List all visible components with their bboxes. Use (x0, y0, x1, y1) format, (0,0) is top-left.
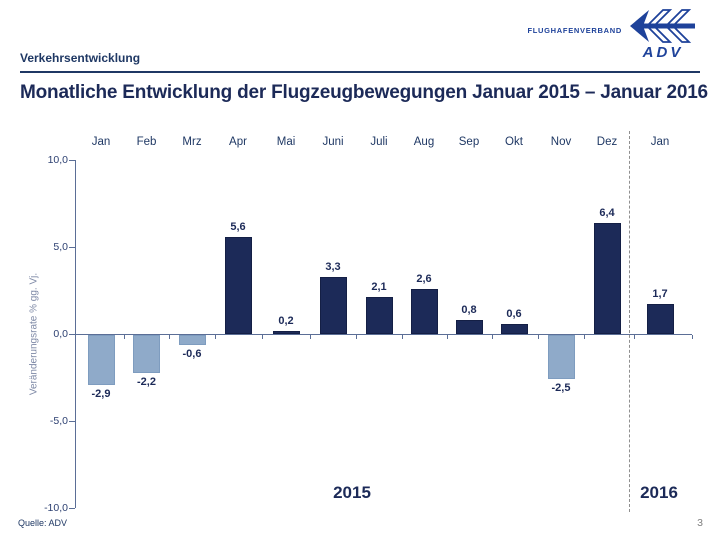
month-label: Mrz (182, 136, 202, 148)
x-tick-mark (537, 335, 539, 339)
bar-mai (272, 330, 300, 334)
value-label: -2,9 (91, 388, 111, 401)
bar-apr (224, 236, 252, 334)
y-tick-mark (69, 247, 75, 248)
y-tick-label: -5,0 (49, 415, 68, 427)
logo-org-label: FLUGHAFENVERBAND (527, 26, 622, 35)
month-label: Apr (229, 136, 247, 148)
value-label: 5,6 (230, 220, 246, 233)
month-label: Dez (596, 136, 618, 148)
value-label: 3,3 (325, 260, 341, 273)
year-label-2015: 2015 (333, 483, 371, 502)
x-tick-mark (356, 335, 357, 339)
y-tick-label: -10,0 (44, 502, 68, 514)
header-divider (20, 71, 700, 73)
month-label: Jan (650, 136, 670, 148)
month-label: Aug (413, 136, 435, 148)
y-tick-mark (69, 334, 75, 335)
month-label: Mai (276, 136, 296, 148)
x-tick-mark (584, 335, 585, 339)
page-number: 3 (697, 517, 703, 529)
value-label: 2,1 (371, 281, 387, 294)
value-label: -0,6 (182, 348, 202, 361)
section-label: Verkehrsentwicklung (20, 51, 141, 65)
month-label: Juli (370, 136, 388, 148)
zero-baseline (75, 334, 692, 335)
bar-nov (547, 335, 575, 379)
month-label: Jan (91, 136, 111, 148)
x-tick-mark (401, 335, 403, 339)
value-label: 0,6 (506, 307, 522, 320)
logo-abbr: ADV (642, 44, 684, 61)
bar-feb (133, 335, 160, 374)
bar-sep (455, 320, 483, 334)
x-tick-mark (491, 335, 493, 339)
bar-mrz (178, 335, 206, 346)
y-tick-mark (69, 421, 75, 422)
page-title: Monatliche Entwicklung der Flugzeugbeweg… (20, 82, 708, 103)
y-tick-mark (69, 160, 75, 161)
x-tick-mark (123, 335, 125, 339)
x-tick-mark (446, 335, 448, 339)
x-tick-mark (169, 335, 171, 339)
bar-aug (410, 288, 438, 334)
month-label: Okt (505, 136, 523, 148)
bar-juni (319, 276, 347, 334)
x-tick-mark (75, 335, 76, 339)
value-label: 6,4 (599, 206, 615, 219)
x-tick-mark (692, 335, 693, 339)
month-label: Sep (458, 136, 480, 148)
value-label: 0,2 (278, 314, 294, 327)
x-tick-mark (262, 335, 263, 339)
value-label: 0,8 (461, 304, 477, 317)
bar-juli (365, 297, 393, 334)
month-label: Feb (136, 136, 157, 148)
y-tick-label: 5,0 (53, 241, 68, 253)
month-label: Juni (322, 136, 344, 148)
x-tick-mark (215, 335, 216, 339)
value-label: -2,5 (551, 381, 571, 394)
value-label: -2,2 (137, 376, 156, 389)
bar-jan-2016 (646, 304, 674, 334)
bar-okt (500, 323, 528, 334)
source-note: Quelle: ADV (18, 518, 68, 528)
year-label-2016: 2016 (640, 483, 678, 502)
y-tick-mark (69, 508, 75, 509)
year-separator-line (629, 131, 630, 512)
value-label: 1,7 (652, 288, 668, 301)
month-label: Nov (550, 136, 572, 148)
bar-dez (593, 222, 621, 334)
adv-arrows-icon (630, 9, 695, 43)
bar-jan (87, 335, 115, 386)
x-tick-mark (309, 335, 311, 339)
y-tick-label: 10,0 (47, 154, 68, 166)
y-tick-label: 0,0 (53, 328, 68, 340)
value-label: 2,6 (416, 272, 432, 285)
x-tick-mark (633, 335, 635, 339)
